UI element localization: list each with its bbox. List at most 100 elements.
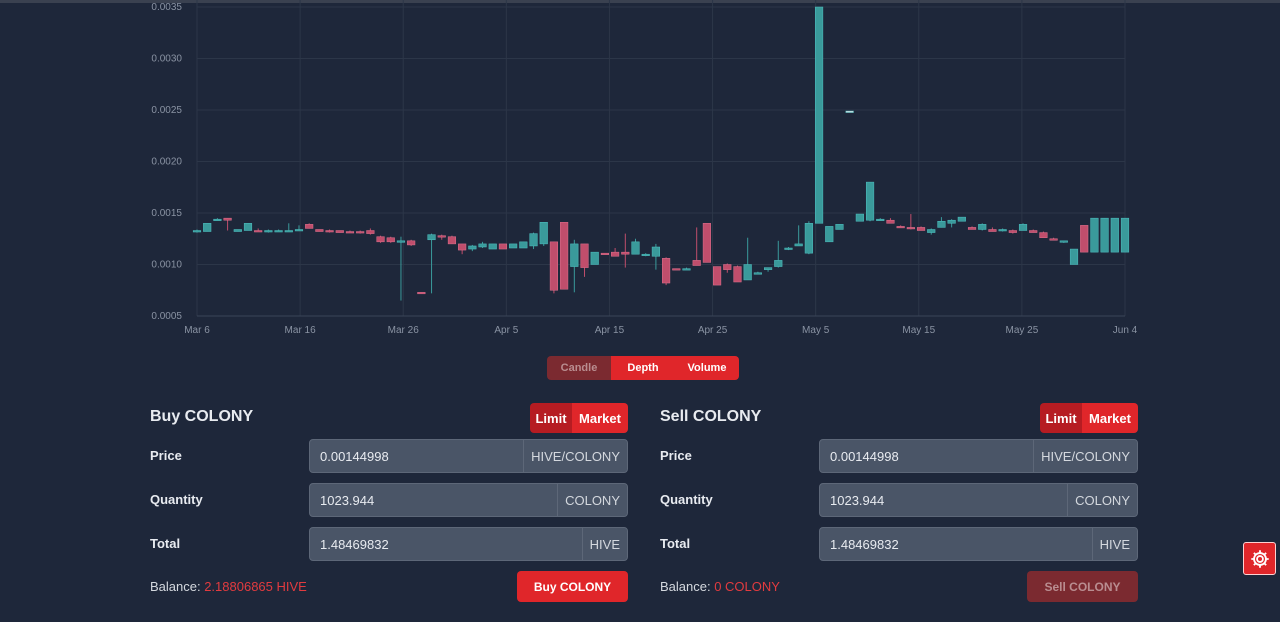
x-tick-label: May 15 [902, 325, 935, 336]
depth-view-button[interactable]: Depth [611, 356, 675, 380]
candle [896, 225, 905, 229]
x-tick-label: Mar 6 [184, 325, 210, 336]
sell-market-button[interactable]: Market [1082, 403, 1138, 433]
candle [967, 226, 977, 230]
buy-quantity-unit: COLONY [557, 484, 627, 516]
candle [274, 229, 283, 233]
candle [1080, 225, 1089, 253]
settings-button[interactable] [1243, 542, 1276, 575]
candle [927, 228, 936, 235]
buy-total-unit: HIVE [581, 528, 627, 560]
y-tick-label: 0.0005 [151, 311, 182, 322]
sell-limit-button[interactable]: Limit [1040, 403, 1082, 433]
candle-body [356, 231, 365, 234]
buy-button[interactable]: Buy COLONY [517, 571, 628, 602]
buy-balance-value[interactable]: 2.18806865 HIVE [204, 579, 307, 594]
candle [804, 221, 813, 255]
candle-view-button[interactable]: Candle [547, 356, 611, 380]
candle [600, 252, 609, 255]
x-tick-label: Mar 26 [388, 325, 420, 336]
top-border [0, 0, 1280, 3]
candle [916, 226, 926, 231]
candle [692, 227, 701, 266]
candle-body [264, 230, 273, 233]
candle-body [366, 230, 375, 234]
buy-quantity-input[interactable] [310, 484, 558, 516]
buy-title: Buy COLONY [150, 408, 254, 425]
candle [498, 243, 508, 250]
candle-body [1059, 240, 1068, 243]
buy-total-label: Total [150, 536, 181, 551]
candle-body [651, 246, 660, 257]
buy-price-field: HIVE/COLONY [309, 439, 628, 473]
candle-body [713, 266, 722, 286]
candle [814, 6, 824, 224]
candle [213, 218, 222, 221]
buy-price-input[interactable] [310, 440, 524, 472]
buy-balance-label: Balance: [150, 579, 205, 594]
candle [947, 219, 956, 228]
sell-quantity-input[interactable] [820, 484, 1068, 516]
buy-order-type: Limit Market [530, 403, 628, 433]
sell-balance-value[interactable]: 0 COLONY [714, 579, 780, 594]
candle-body [1120, 217, 1130, 253]
x-tick-label: Mar 16 [285, 325, 317, 336]
candle [865, 181, 875, 222]
candle-body [967, 227, 977, 230]
candle-body [753, 272, 762, 275]
sell-button[interactable]: Sell COLONY [1027, 571, 1138, 602]
candle-body [519, 241, 528, 249]
buy-total-row: Total HIVE [150, 527, 628, 561]
candle-body [723, 264, 732, 270]
candle-body [1080, 225, 1089, 253]
buy-quantity-row: Quantity COLONY [150, 483, 628, 517]
candle [774, 240, 783, 268]
candle-body [876, 218, 885, 221]
y-tick-label: 0.0015 [151, 208, 182, 219]
candle-body [743, 264, 752, 281]
candle-body [1049, 238, 1058, 241]
candle [243, 223, 253, 231]
candle [203, 223, 212, 232]
x-axis: Mar 6 Mar 16 Mar 26 Apr 5 Apr 15 Apr 25 May 5 M… [184, 325, 1137, 336]
candle [488, 243, 497, 250]
candle [1100, 217, 1109, 253]
candle-body [549, 241, 558, 291]
candle [366, 228, 375, 235]
candle-body [702, 223, 711, 263]
candle-body [937, 220, 946, 228]
candle [529, 232, 538, 250]
buy-market-button[interactable]: Market [572, 403, 628, 433]
candle-body [458, 243, 467, 251]
candle [560, 222, 569, 290]
candle-body [998, 229, 1007, 232]
candle-body [254, 230, 263, 233]
candle-body [896, 226, 905, 229]
candle-body [794, 243, 803, 247]
candle-body [988, 229, 997, 232]
candle [1049, 237, 1058, 241]
volume-view-button[interactable]: Volume [675, 356, 739, 380]
candle [509, 243, 518, 249]
buy-limit-button[interactable]: Limit [530, 403, 572, 433]
candle [345, 230, 355, 234]
candle [651, 243, 660, 270]
candle [1120, 217, 1130, 253]
candle [539, 222, 548, 246]
y-axis: 0.0035 0.0030 0.0025 0.0020 0.0015 0.0010 0.00… [151, 2, 182, 322]
candle [957, 216, 966, 222]
candle [254, 228, 263, 233]
candle-body [631, 241, 640, 255]
candle-body [427, 234, 436, 241]
sell-total-input[interactable] [820, 528, 1092, 560]
x-tick-label: May 25 [1005, 325, 1038, 336]
sell-price-input[interactable] [820, 440, 1034, 472]
candle-body [233, 229, 242, 232]
y-tick-label: 0.0020 [151, 157, 182, 168]
price-chart[interactable]: 0.0035 0.0030 0.0025 0.0020 0.0015 0.0010 0.00… [0, 0, 1280, 340]
sell-quantity-unit: COLONY [1067, 484, 1137, 516]
candle [396, 236, 406, 301]
buy-total-input[interactable] [310, 528, 582, 560]
candle-body [845, 110, 854, 113]
candle-body [284, 230, 293, 233]
